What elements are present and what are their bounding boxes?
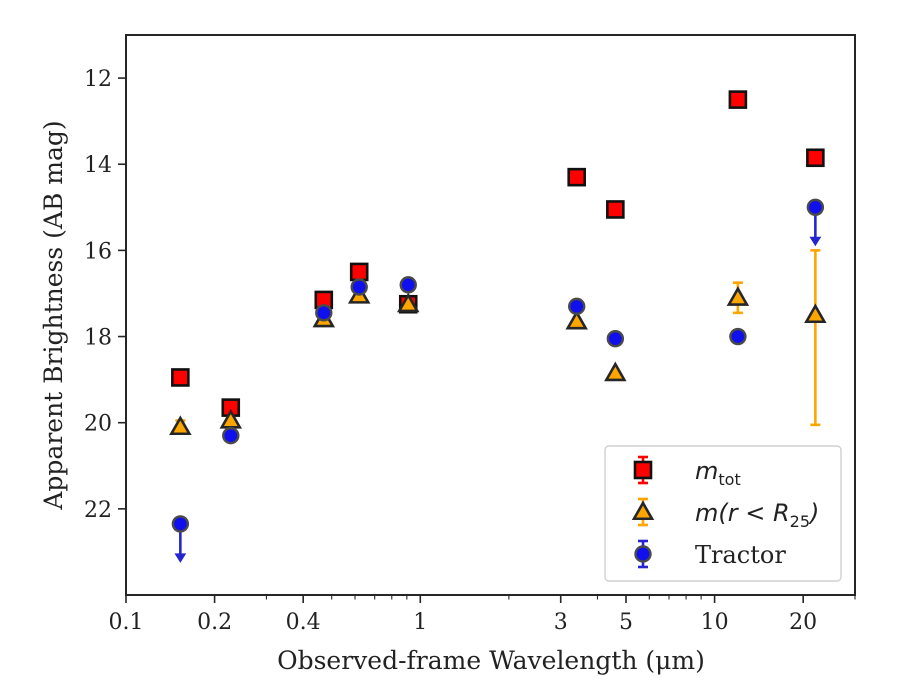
mr25-point (804, 303, 827, 324)
x-axis-label: Observed-frame Wavelength (μm) (277, 646, 705, 675)
tractor-point (568, 297, 586, 316)
tractor-point (171, 515, 190, 533)
x-tick-label: 0.2 (197, 610, 232, 635)
tractor-point (729, 327, 747, 346)
plot-area (169, 90, 827, 563)
y-tick-label: 12 (84, 67, 112, 92)
legend-marker (633, 460, 653, 480)
y-tick-label: 14 (84, 153, 112, 178)
legend-marker (631, 500, 655, 521)
axes: 0.1 0.2 0.4 1 3 5 10 20 12 14 16 18 20 22 (84, 34, 856, 635)
y-tick-label: 16 (84, 239, 112, 264)
mtot-point (349, 262, 369, 282)
mr25-point (169, 415, 192, 436)
mtot-point (728, 90, 748, 109)
series-tractor (171, 198, 825, 563)
mr25-point (726, 286, 750, 306)
tractor-point (350, 278, 368, 296)
y-tick-label: 18 (84, 326, 112, 351)
x-tick-label: 3 (554, 610, 568, 635)
legend: mtot m(r < R25) Tractor (604, 445, 842, 582)
x-tick-label: 1 (413, 610, 427, 635)
legend-label: m(r < R25) (695, 499, 819, 531)
upper-limit-arrowhead (809, 236, 822, 247)
mtot-point (567, 167, 587, 187)
tractor-point (606, 329, 625, 348)
legend-box (604, 445, 842, 582)
x-tick-label: 0.1 (109, 610, 144, 635)
tractor-point (222, 426, 240, 445)
tractor-point (399, 276, 417, 294)
x-tick-label: 10 (701, 610, 729, 635)
upper-limit-arrowhead (174, 553, 187, 563)
x-tick-label: 20 (789, 610, 817, 635)
legend-marker (634, 545, 652, 563)
x-tick-label: 0.4 (286, 610, 321, 635)
mtot-point (806, 148, 825, 168)
series-mr25 (169, 249, 827, 436)
series-mtot (171, 90, 825, 417)
mr25-point (396, 292, 420, 313)
y-tick-label: 22 (84, 498, 112, 523)
x-tick-label: 5 (619, 610, 633, 635)
mtot-point (171, 368, 190, 387)
legend-label: mtot (695, 457, 741, 489)
legend-item-mr25: m(r < R25) (631, 497, 819, 531)
mtot-point (606, 200, 625, 219)
mr25-point (565, 309, 588, 330)
plot-frame (125, 34, 856, 596)
tractor-point (315, 304, 333, 322)
legend-label: Tractor (695, 541, 786, 569)
y-tick-label: 20 (84, 412, 112, 437)
y-axis-label: Apparent Brightness (AB mag) (39, 120, 68, 510)
legend-item-tractor: Tractor (634, 539, 786, 569)
mr25-point (604, 361, 627, 382)
legend-item-mtot: mtot (633, 455, 741, 489)
tractor-point (806, 198, 825, 217)
